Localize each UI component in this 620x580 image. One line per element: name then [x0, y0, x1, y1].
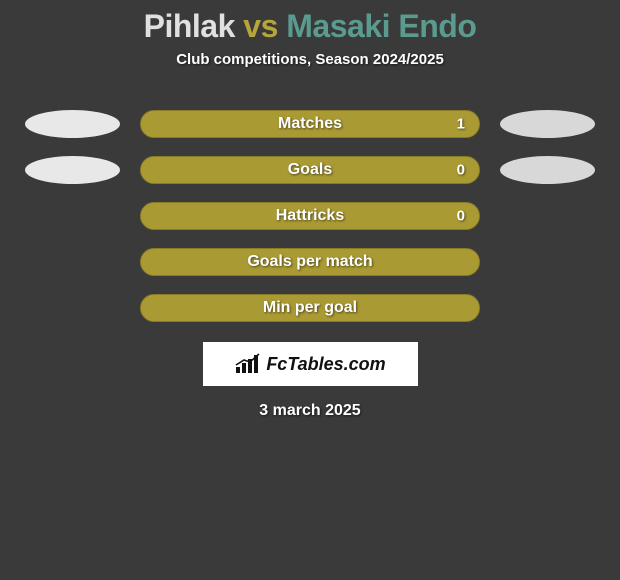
stat-row: Matches 1	[0, 110, 620, 138]
stat-label: Hattricks	[276, 207, 344, 225]
left-ellipse	[25, 156, 120, 184]
chart-icon	[234, 353, 262, 375]
date-label: 3 march 2025	[0, 402, 620, 420]
stat-label: Goals per match	[247, 253, 372, 271]
logo-box: FcTables.com	[203, 342, 418, 386]
stat-row: Min per goal	[0, 294, 620, 322]
infographic-container: Pihlak vs Masaki Endo Club competitions,…	[0, 8, 620, 580]
stat-value: 0	[457, 208, 465, 225]
stat-bar: Goals 0	[140, 156, 480, 184]
title-right: Masaki Endo	[286, 8, 476, 44]
stat-label: Matches	[278, 115, 342, 133]
title-vs: vs	[243, 8, 278, 44]
stat-row: Hattricks 0	[0, 202, 620, 230]
stat-bar: Goals per match	[140, 248, 480, 276]
logo-text: FcTables.com	[266, 354, 385, 375]
right-ellipse	[500, 110, 595, 138]
stat-value: 1	[457, 116, 465, 133]
stat-label: Goals	[288, 161, 332, 179]
page-title: Pihlak vs Masaki Endo	[0, 8, 620, 45]
left-ellipse	[25, 110, 120, 138]
stat-value: 0	[457, 162, 465, 179]
stat-bar: Matches 1	[140, 110, 480, 138]
stat-label: Min per goal	[263, 299, 357, 317]
title-left: Pihlak	[144, 8, 235, 44]
stat-bar: Min per goal	[140, 294, 480, 322]
stat-row: Goals per match	[0, 248, 620, 276]
logo: FcTables.com	[234, 353, 385, 375]
subtitle: Club competitions, Season 2024/2025	[0, 51, 620, 68]
stat-row: Goals 0	[0, 156, 620, 184]
stat-rows: Matches 1 Goals 0 Hattricks 0 Goals per match M…	[0, 110, 620, 322]
stat-bar: Hattricks 0	[140, 202, 480, 230]
right-ellipse	[500, 156, 595, 184]
